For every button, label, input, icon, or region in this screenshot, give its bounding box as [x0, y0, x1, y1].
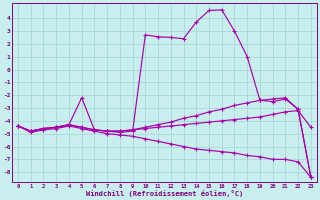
X-axis label: Windchill (Refroidissement éolien,°C): Windchill (Refroidissement éolien,°C) [86, 190, 243, 197]
